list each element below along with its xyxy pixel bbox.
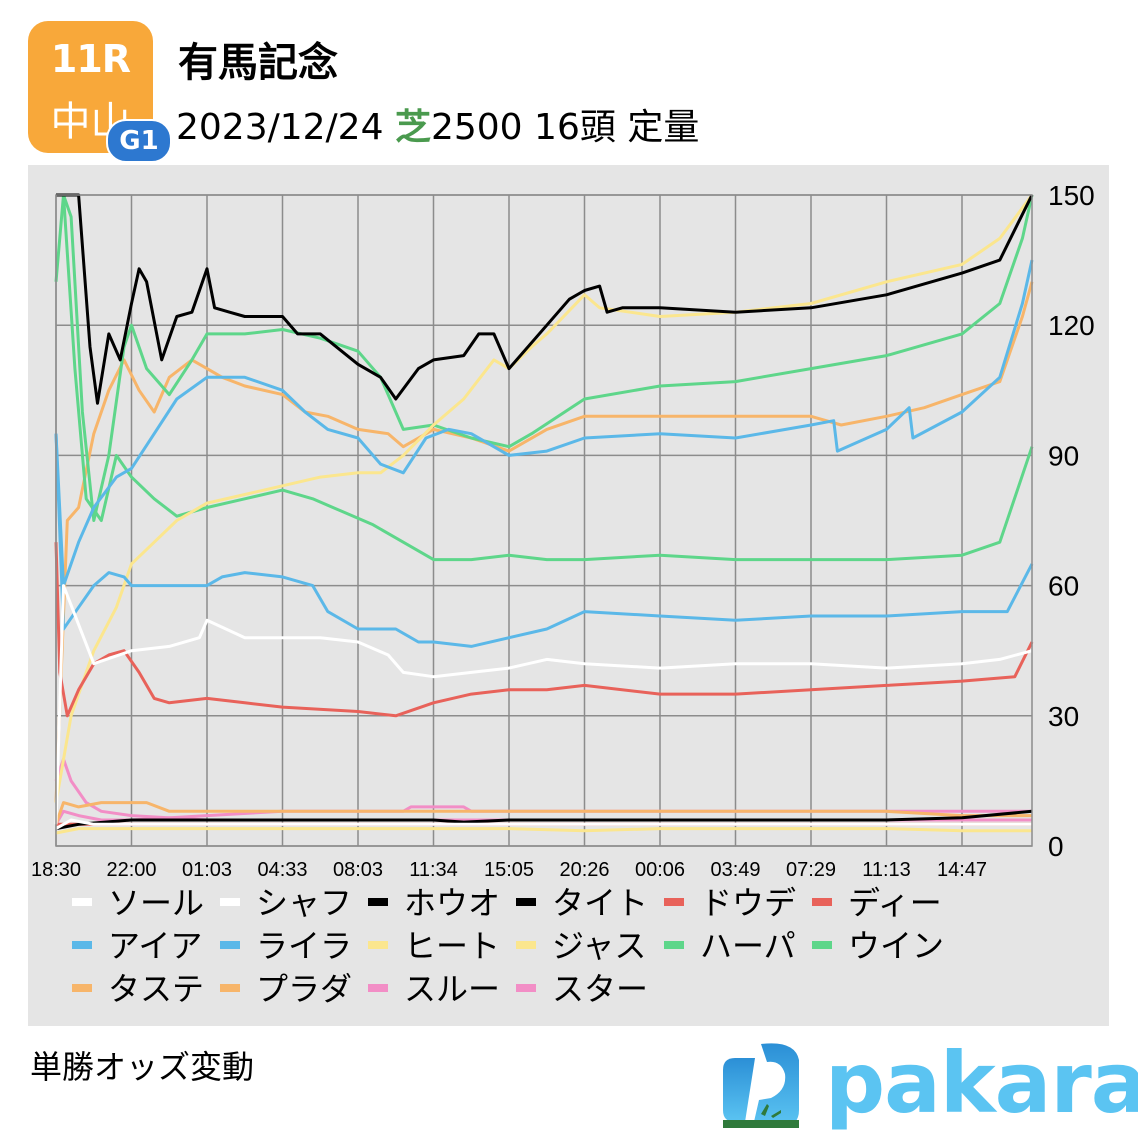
x-tick-label: 20:26 xyxy=(559,859,609,881)
svg-text:ディー: ディー xyxy=(848,884,942,922)
svg-text:ライラ: ライラ xyxy=(256,927,352,965)
chart-frame xyxy=(55,194,1033,847)
x-axis-ticks: 18:30 22:00 01:03 04:33 08:03 11:34 15:05 20:26… xyxy=(31,859,987,881)
pakara-logo-text: pakara xyxy=(825,1034,1138,1132)
x-tick-label: 14:47 xyxy=(937,859,987,881)
svg-text:ジャス: ジャス xyxy=(552,927,646,965)
x-tick-label: 11:13 xyxy=(862,859,911,881)
svg-text:シャフ: シャフ xyxy=(256,884,352,922)
y-tick-label: 0 xyxy=(1048,831,1064,862)
svg-text:ホウオ: ホウオ xyxy=(404,884,500,922)
race-runners: 16頭 xyxy=(534,107,616,148)
grade-badge: G1 xyxy=(106,119,172,163)
race-number: 11R xyxy=(50,37,131,81)
pakara-logo-icon xyxy=(723,1043,799,1128)
legend-item[interactable]: ライラ xyxy=(220,927,352,965)
legend-item[interactable]: ウイン xyxy=(812,927,944,965)
x-tick-label: 11:34 xyxy=(409,859,458,881)
x-tick-label: 00:06 xyxy=(635,859,685,881)
x-tick-label: 18:30 xyxy=(31,859,81,881)
chart-series xyxy=(54,193,1034,835)
svg-text:スルー: スルー xyxy=(404,970,500,1008)
race-weight-rule: 定量 xyxy=(627,107,700,148)
pakara-logo[interactable]: pakara xyxy=(715,1034,1138,1132)
legend-item[interactable]: ジャス xyxy=(516,927,646,965)
series-line xyxy=(55,818,1032,830)
legend-item[interactable]: タイト xyxy=(516,884,648,922)
legend-item[interactable]: タステ xyxy=(72,970,204,1008)
x-tick-label: 03:49 xyxy=(710,859,760,881)
x-tick-label: 01:03 xyxy=(182,859,232,881)
svg-text:スター: スター xyxy=(552,970,648,1008)
legend-item[interactable]: アイア xyxy=(72,927,202,965)
series-line xyxy=(54,584,1033,825)
series-line xyxy=(54,259,1034,588)
race-distance: 2500 xyxy=(430,107,523,148)
y-tick-label: 90 xyxy=(1048,440,1079,471)
svg-text:タステ: タステ xyxy=(108,970,204,1008)
legend-item[interactable]: スター xyxy=(516,970,648,1008)
chart-caption: 単勝オッズ変動 xyxy=(30,1048,255,1086)
series-line xyxy=(55,809,1033,831)
series-line xyxy=(54,281,1034,803)
legend-item[interactable]: ドウデ xyxy=(664,884,796,922)
svg-text:タイト: タイト xyxy=(552,884,648,922)
race-date: 2023/12/24 xyxy=(176,107,384,148)
y-tick-label: 60 xyxy=(1048,571,1079,602)
svg-text:ドウデ: ドウデ xyxy=(700,884,796,922)
svg-text:ソール: ソール xyxy=(108,884,204,922)
x-tick-label: 08:03 xyxy=(333,859,383,881)
race-badge: 11R 中山 xyxy=(28,21,153,153)
legend-item[interactable]: ヒート xyxy=(368,927,500,965)
series-line xyxy=(56,193,1034,405)
svg-text:ヒート: ヒート xyxy=(404,927,500,965)
series-line xyxy=(54,801,1032,825)
x-tick-label: 15:05 xyxy=(484,859,534,881)
y-tick-label: 120 xyxy=(1048,310,1095,341)
series-line xyxy=(54,193,1034,522)
svg-text:アイア: アイア xyxy=(108,927,202,965)
legend-item[interactable]: シャフ xyxy=(220,884,352,922)
legend-item[interactable]: ディー xyxy=(812,884,942,922)
series-line xyxy=(54,433,1034,648)
chart-grid xyxy=(55,194,1032,847)
y-axis-ticks: 0 30 60 90 120 150 xyxy=(1048,180,1095,862)
x-tick-label: 07:29 xyxy=(786,859,836,881)
legend-item[interactable]: スルー xyxy=(368,970,500,1008)
race-info: 2023/12/24 芝2500 16頭 定量 xyxy=(176,98,699,150)
legend-item[interactable]: ハーパ xyxy=(664,927,796,965)
race-surface: 芝 xyxy=(394,107,431,148)
y-tick-label: 150 xyxy=(1048,180,1095,211)
odds-chart-panel: 0 30 60 90 120 150 18:30 22:00 01:03 04:33 08:03 1… xyxy=(28,165,1109,1026)
svg-text:プラダ: プラダ xyxy=(256,970,352,1008)
series-line xyxy=(55,827,1032,835)
y-tick-label: 30 xyxy=(1048,701,1079,732)
svg-text:ハーパ: ハーパ xyxy=(700,927,796,965)
legend-item[interactable]: ホウオ xyxy=(368,884,500,922)
race-title: 有馬記念 xyxy=(178,40,338,86)
x-tick-label: 22:00 xyxy=(106,859,156,881)
series-line xyxy=(54,805,1032,826)
svg-text:ウイン: ウイン xyxy=(848,927,944,965)
x-tick-label: 04:33 xyxy=(257,859,307,881)
legend-item[interactable]: ソール xyxy=(72,884,204,922)
legend-item[interactable]: プラダ xyxy=(220,970,352,1008)
